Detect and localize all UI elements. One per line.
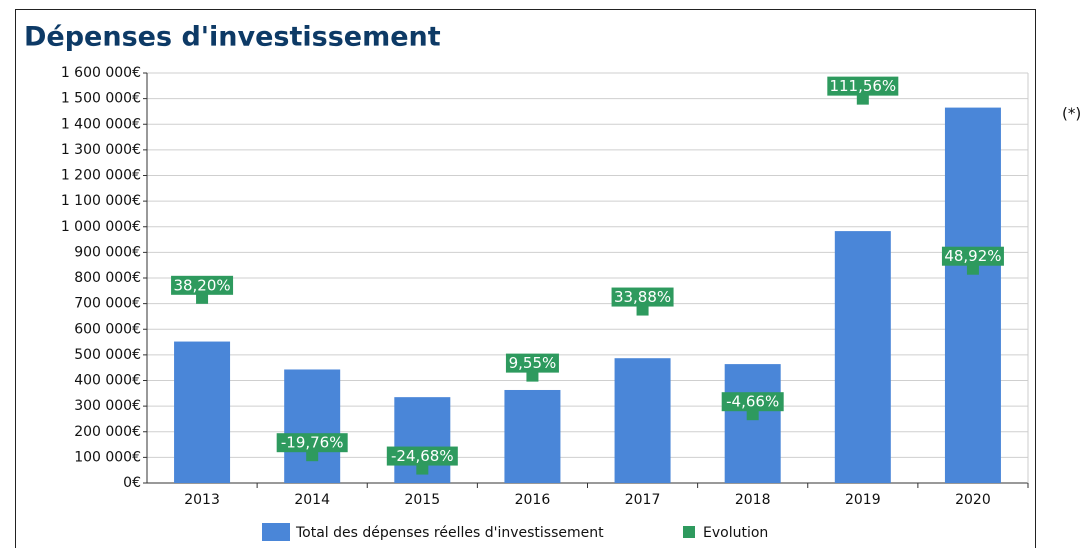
data-label-box xyxy=(941,246,1004,266)
bar xyxy=(944,107,1001,483)
legend-label: Total des dépenses réelles d'investissem… xyxy=(295,525,604,541)
data-label-box xyxy=(827,76,899,96)
y-tick-label: 700 000€ xyxy=(74,296,141,312)
x-tick-label: 2020 xyxy=(955,492,991,508)
data-label: 38,20% xyxy=(173,276,230,294)
y-tick-label: 600 000€ xyxy=(74,321,141,337)
bar xyxy=(614,358,671,483)
y-tick-label: 900 000€ xyxy=(74,244,141,260)
y-tick-label: 1 400 000€ xyxy=(61,116,141,132)
y-tick-label: 400 000€ xyxy=(74,373,141,389)
x-tick-label: 2018 xyxy=(735,492,771,508)
y-tick-label: 1 200 000€ xyxy=(61,168,141,184)
data-label-box xyxy=(721,392,784,412)
data-label-box xyxy=(276,433,348,453)
bar xyxy=(504,389,561,483)
x-tick-label: 2017 xyxy=(625,492,661,508)
legend-swatch xyxy=(262,523,290,541)
data-label: -19,76% xyxy=(281,434,344,452)
x-tick-label: 2015 xyxy=(404,492,440,508)
y-tick-label: 500 000€ xyxy=(74,347,141,363)
bar xyxy=(724,364,781,483)
legend-label: Evolution xyxy=(703,525,768,541)
y-tick-label: 200 000€ xyxy=(74,424,141,440)
x-tick-label: 2019 xyxy=(845,492,881,508)
data-label-box xyxy=(171,275,234,295)
note: (*) xyxy=(1062,105,1081,123)
x-tick-label: 2014 xyxy=(294,492,330,508)
data-label: -24,68% xyxy=(391,447,454,465)
data-label: 48,92% xyxy=(944,247,1001,265)
data-label: 9,55% xyxy=(509,354,557,372)
bar xyxy=(834,231,891,483)
bar xyxy=(284,369,341,483)
y-tick-label: 300 000€ xyxy=(74,398,141,414)
data-label: 111,56% xyxy=(829,77,896,95)
data-label-box xyxy=(505,353,559,373)
y-tick-label: 0€ xyxy=(123,475,141,491)
y-tick-label: 1 500 000€ xyxy=(61,91,141,107)
x-tick-label: 2013 xyxy=(184,492,220,508)
data-label: -4,66% xyxy=(726,393,779,411)
y-tick-label: 1 000 000€ xyxy=(61,219,141,235)
y-tick-label: 1 300 000€ xyxy=(61,142,141,158)
data-label: 33,88% xyxy=(614,288,671,306)
y-tick-label: 1 100 000€ xyxy=(61,193,141,209)
bar xyxy=(174,341,231,483)
data-label-box xyxy=(611,287,674,307)
chart-title: Dépenses d'investissement xyxy=(24,22,441,53)
y-tick-label: 100 000€ xyxy=(74,449,141,465)
data-label-box xyxy=(386,446,458,466)
y-tick-label: 800 000€ xyxy=(74,270,141,286)
y-tick-label: 1 600 000€ xyxy=(61,65,141,81)
legend-swatch xyxy=(683,526,695,538)
x-tick-label: 2016 xyxy=(515,492,551,508)
